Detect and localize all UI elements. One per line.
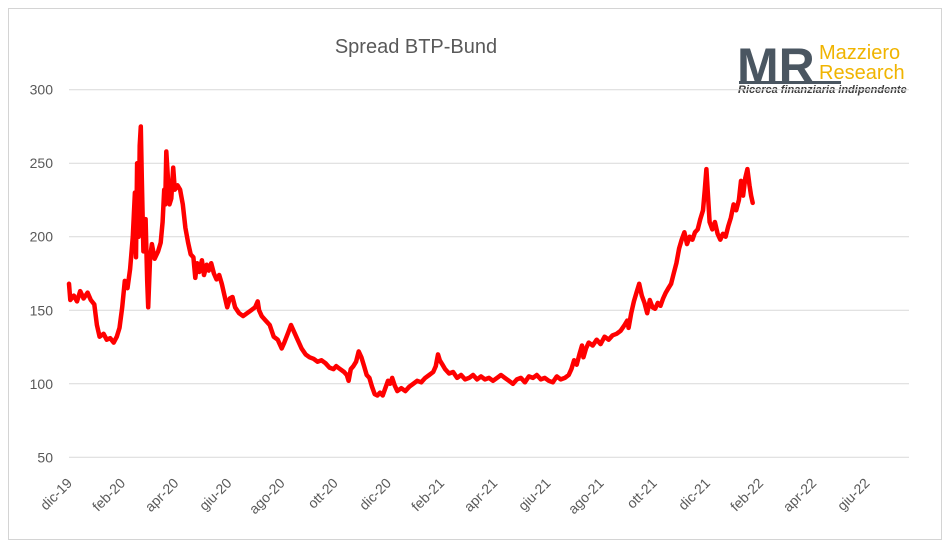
x-axis-ticks: dic-19 feb-20 apr-20 giu-20 ago-20 ott-20 dic-… xyxy=(37,475,873,517)
x-tick-label: dic-21 xyxy=(675,475,713,513)
logo-mark: MR xyxy=(737,38,815,94)
y-axis-ticks: 50 100 150 200 250 300 xyxy=(30,82,54,466)
chart: Spread BTP-Bund MR Mazziero Research Ric… xyxy=(30,36,909,517)
x-tick-label: ago-21 xyxy=(565,475,607,517)
x-tick-label: giu-22 xyxy=(834,475,873,514)
x-tick-label: apr-22 xyxy=(779,475,819,515)
y-tick-label: 300 xyxy=(30,82,54,98)
x-tick-label: giu-21 xyxy=(515,475,554,514)
x-tick-label: feb-21 xyxy=(408,475,448,515)
y-tick-label: 100 xyxy=(30,376,54,392)
series-line-spread xyxy=(66,124,755,398)
x-tick-label: ott-21 xyxy=(623,475,660,512)
x-tick-label: dic-19 xyxy=(37,475,75,513)
x-tick-label: giu-20 xyxy=(196,475,235,514)
y-tick-label: 150 xyxy=(30,302,54,318)
chart-title: Spread BTP-Bund xyxy=(335,36,497,58)
x-tick-label: feb-22 xyxy=(727,475,767,515)
logo-name-line2: Research xyxy=(819,62,905,84)
x-tick-label: ott-20 xyxy=(304,475,341,512)
x-tick-label: feb-20 xyxy=(89,475,129,515)
chart-frame: Spread BTP-Bund MR Mazziero Research Ric… xyxy=(8,8,942,540)
x-tick-label: ago-20 xyxy=(246,475,288,517)
x-tick-label: apr-21 xyxy=(461,475,501,515)
logo-underline xyxy=(739,81,841,84)
y-tick-label: 250 xyxy=(30,155,54,171)
logo-name-line1: Mazziero xyxy=(819,42,900,64)
logo: MR Mazziero Research Ricerca finanziaria… xyxy=(737,38,907,96)
x-tick-label: apr-20 xyxy=(142,475,182,515)
x-tick-label: dic-20 xyxy=(356,475,394,513)
y-tick-label: 50 xyxy=(37,449,53,465)
gridlines xyxy=(69,89,909,458)
y-tick-label: 200 xyxy=(30,229,54,245)
